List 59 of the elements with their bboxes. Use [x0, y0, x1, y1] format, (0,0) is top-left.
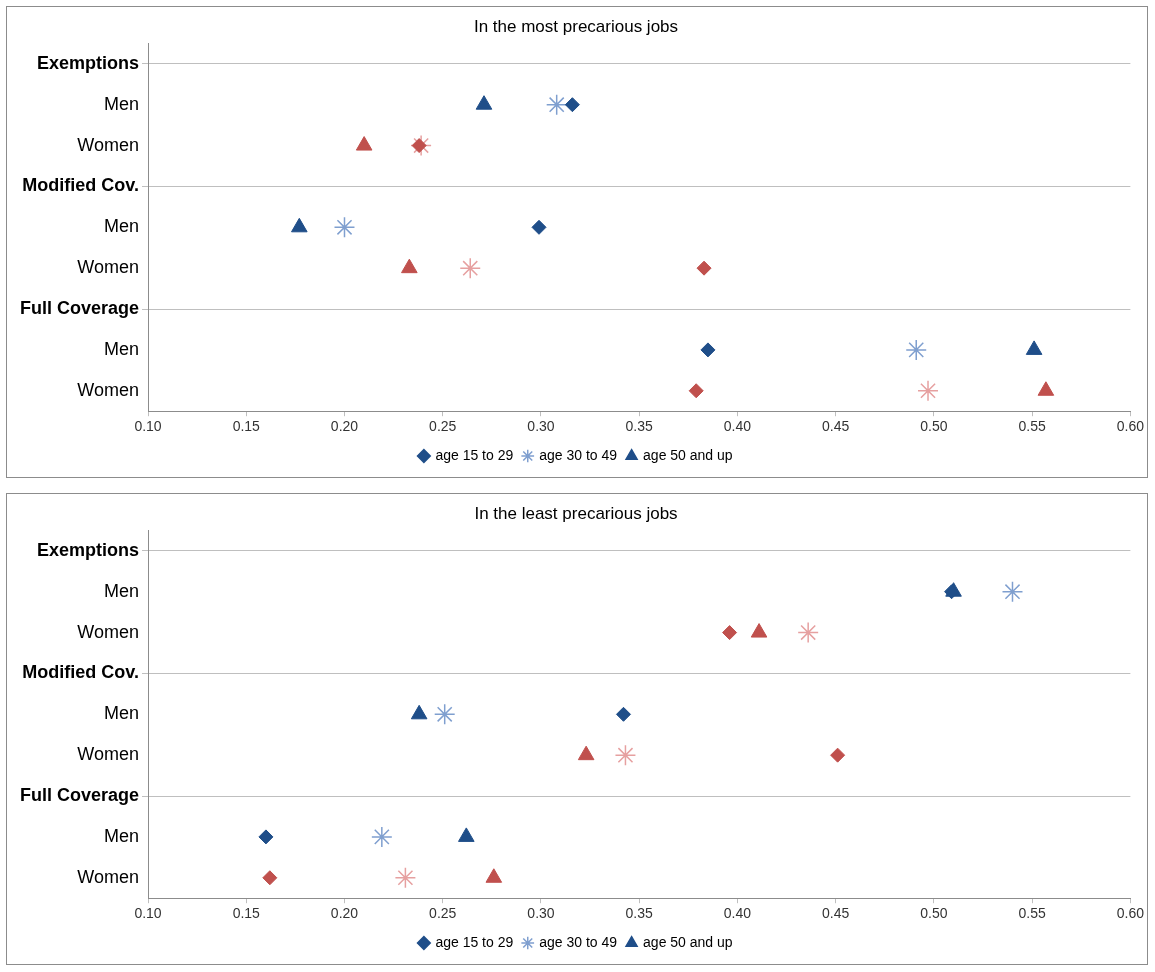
x-tick-label: 0.30 [527, 905, 555, 922]
point [917, 380, 939, 402]
x-tick-label: 0.55 [1018, 905, 1046, 922]
x-tick-label: 0.10 [134, 905, 162, 922]
y-tick-label: Modified Cov. [22, 662, 140, 683]
y-tick-label: Men [104, 825, 140, 846]
legend-label: age 30 to 49 [539, 933, 618, 950]
legend-label: age 15 to 29 [435, 446, 514, 463]
y-tick-label: Men [104, 216, 140, 237]
y-tick-label: Exemptions [37, 52, 140, 73]
y-tick-label: Modified Cov. [22, 175, 140, 196]
x-tick-label: 0.25 [429, 905, 457, 922]
y-tick-label: Exemptions [37, 539, 140, 560]
y-tick-label: Women [77, 744, 140, 765]
x-tick-label: 0.40 [723, 905, 752, 922]
x-tick-label: 0.45 [822, 905, 850, 922]
point [614, 744, 637, 766]
x-tick-label: 0.35 [625, 905, 654, 922]
point [797, 621, 819, 644]
point [459, 257, 481, 279]
y-tick-label: Men [104, 93, 140, 114]
x-tick-label: 0.60 [1116, 905, 1145, 922]
x-tick-label: 0.10 [134, 418, 162, 435]
x-tick-label: 0.20 [330, 905, 359, 922]
legend-label: age 30 to 49 [539, 446, 618, 463]
legend-label: age 50 and up [643, 933, 733, 950]
point [905, 339, 927, 361]
point [433, 703, 456, 726]
legend-label: age 50 and up [643, 446, 733, 463]
y-tick-label: Men [104, 580, 140, 601]
y-tick-label: Women [77, 257, 140, 278]
y-tick-label: Men [104, 338, 140, 359]
x-tick-label: 0.25 [429, 418, 457, 435]
legend-label: age 15 to 29 [435, 933, 514, 950]
x-tick-label: 0.55 [1018, 418, 1046, 435]
point [545, 93, 568, 116]
y-tick-label: Full Coverage [20, 298, 140, 318]
point [394, 867, 417, 889]
y-tick-label: Full Coverage [20, 785, 140, 805]
chart-title: In the least precarious jobs [474, 503, 678, 523]
x-tick-label: 0.50 [920, 418, 948, 435]
y-tick-label: Women [77, 621, 140, 642]
x-tick-label: 0.45 [822, 418, 850, 435]
x-tick-label: 0.40 [723, 418, 752, 435]
y-tick-label: Women [77, 866, 140, 887]
y-tick-label: Women [77, 379, 140, 400]
point [333, 216, 356, 239]
chart-title: In the most precarious jobs [473, 16, 679, 36]
x-tick-label: 0.20 [330, 418, 359, 435]
x-tick-label: 0.15 [232, 905, 261, 922]
x-tick-label: 0.35 [625, 418, 654, 435]
point [1001, 580, 1024, 603]
y-tick-label: Women [77, 134, 140, 155]
x-tick-label: 0.15 [232, 418, 261, 435]
y-tick-label: Men [104, 703, 140, 724]
x-tick-label: 0.60 [1116, 418, 1145, 435]
point [371, 826, 393, 848]
x-tick-label: 0.30 [527, 418, 555, 435]
x-tick-label: 0.50 [920, 905, 948, 922]
